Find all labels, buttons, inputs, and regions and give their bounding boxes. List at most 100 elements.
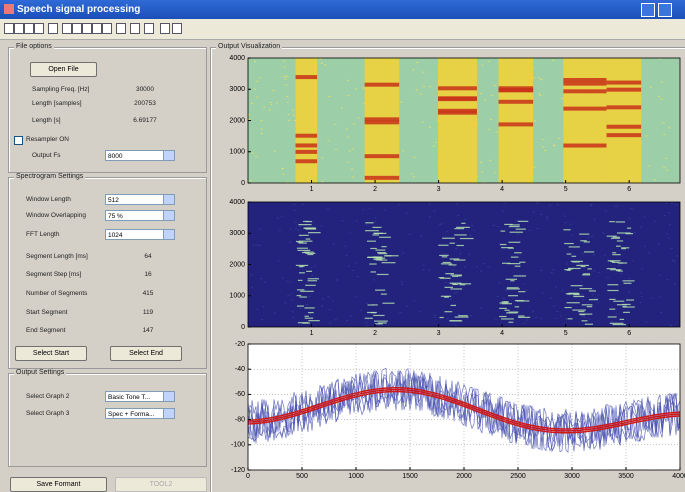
select-button[interactable]: Select Start	[15, 346, 87, 361]
setting-dropdown[interactable]: 75 %	[105, 210, 175, 221]
noise	[329, 322, 331, 323]
noise	[655, 221, 657, 222]
noise	[412, 69, 414, 70]
formant-band	[578, 311, 584, 312]
noise	[281, 216, 283, 217]
noise	[536, 228, 538, 229]
noise	[564, 216, 566, 217]
noise	[413, 176, 415, 177]
formant-band	[622, 280, 634, 281]
noise	[289, 282, 291, 283]
noise	[447, 318, 449, 319]
formant-band	[296, 134, 318, 138]
noise	[621, 273, 623, 274]
resampler-checkbox[interactable]	[14, 136, 23, 145]
formant-band	[567, 253, 572, 254]
formant-band	[607, 268, 616, 269]
noise	[480, 93, 482, 94]
x-tick-label: 3000	[564, 473, 580, 480]
noise	[375, 217, 377, 218]
setting-dropdown[interactable]: 512	[105, 194, 175, 205]
noise	[450, 299, 452, 300]
noise	[360, 310, 362, 311]
dropdown-arrow[interactable]	[163, 151, 174, 160]
noise	[665, 203, 667, 204]
formant-band	[580, 288, 592, 289]
formant-band	[299, 235, 309, 236]
formant-band	[305, 285, 316, 286]
formant-band	[500, 244, 506, 245]
formant-band	[506, 279, 517, 280]
formant-band	[519, 262, 525, 263]
noise	[503, 202, 505, 203]
open-file-button[interactable]: Open File	[30, 62, 97, 77]
formant-band	[374, 321, 388, 322]
formant-band	[367, 241, 376, 242]
formant-band	[373, 315, 384, 316]
noise	[259, 245, 261, 246]
formant-band	[308, 312, 314, 313]
noise	[591, 236, 593, 237]
noise	[468, 254, 470, 255]
noise	[261, 133, 263, 134]
tool2-button[interactable]: TOOL2	[115, 477, 207, 492]
noise	[369, 208, 371, 209]
formant-band	[306, 271, 312, 272]
save-formant-button[interactable]: Save Formant	[10, 477, 107, 492]
dropdown-arrow[interactable]	[163, 211, 174, 220]
noise	[286, 76, 288, 77]
formant-band	[451, 274, 463, 275]
formant-band	[580, 240, 586, 241]
y-tick-label: -80	[235, 416, 245, 423]
dropdown-arrow[interactable]	[163, 392, 174, 401]
graph-dropdown[interactable]: Spec + Forma...	[105, 408, 175, 419]
formant-band	[445, 273, 454, 274]
setting-dropdown[interactable]: 1024	[105, 229, 175, 240]
x-tick-label: 3	[437, 186, 441, 193]
formant-band	[438, 109, 477, 113]
noise	[295, 228, 297, 229]
noise	[547, 219, 549, 220]
noise	[480, 271, 482, 272]
formant-band	[563, 107, 606, 111]
formant-band	[573, 296, 584, 297]
x-tick-label: 1000	[348, 473, 364, 480]
dropdown-arrow[interactable]	[163, 230, 174, 239]
noise	[416, 89, 418, 90]
x-tick-label: 3500	[618, 473, 634, 480]
noise	[671, 203, 673, 204]
formant-band	[299, 296, 306, 297]
dropdown-arrow[interactable]	[163, 195, 174, 204]
field-label: Segment Length [ms]	[26, 253, 88, 260]
formant-band	[518, 315, 524, 316]
x-tick-label: 4	[500, 186, 504, 193]
noise	[663, 167, 665, 168]
noise	[256, 97, 258, 98]
formant-band	[304, 227, 315, 228]
noise	[676, 255, 678, 256]
formant-band	[579, 314, 592, 315]
graph-dropdown[interactable]: Basic Tone T...	[105, 391, 175, 402]
noise	[611, 321, 613, 322]
noise	[428, 270, 430, 271]
noise	[583, 317, 585, 318]
formant-band	[608, 316, 617, 317]
formant-band	[299, 266, 303, 267]
noise	[287, 281, 289, 282]
formant-band	[620, 319, 625, 320]
formant-band	[460, 238, 474, 239]
formant-band	[501, 318, 514, 319]
noise	[277, 218, 279, 219]
formant-band	[456, 245, 463, 246]
output-fs-dropdown[interactable]: 8000	[105, 150, 175, 161]
formant-band	[514, 252, 521, 253]
noise	[298, 230, 300, 231]
noise	[629, 278, 631, 279]
field-label: Select Graph 2	[26, 393, 69, 400]
noise	[279, 230, 281, 231]
noise	[592, 289, 594, 290]
select-button[interactable]: Select End	[110, 346, 182, 361]
formant-band	[443, 262, 451, 263]
dropdown-arrow[interactable]	[163, 409, 174, 418]
formant-band	[509, 226, 520, 227]
